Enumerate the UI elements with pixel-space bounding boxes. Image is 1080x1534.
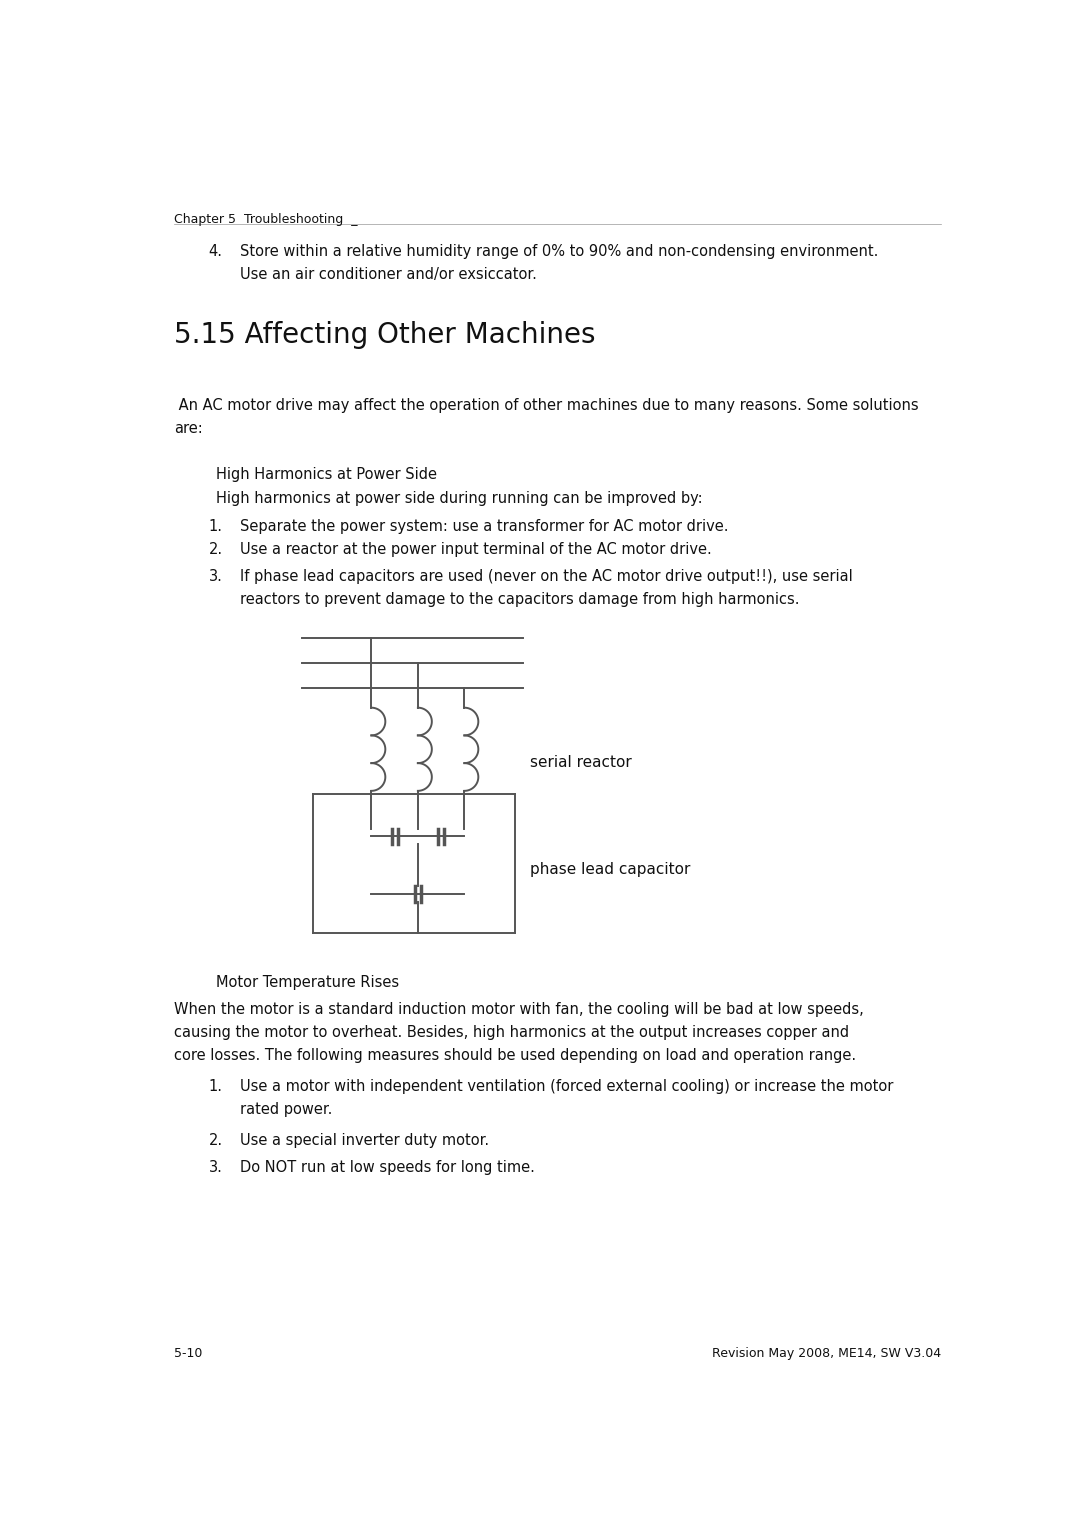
Text: Motor Temperature Rises: Motor Temperature Rises	[216, 976, 400, 989]
Text: When the motor is a standard induction motor with fan, the cooling will be bad a: When the motor is a standard induction m…	[174, 1002, 864, 1017]
Text: phase lead capacitor: phase lead capacitor	[530, 862, 690, 876]
Text: are:: are:	[174, 422, 203, 436]
Text: Use a special inverter duty motor.: Use a special inverter duty motor.	[240, 1132, 489, 1147]
Text: Use a reactor at the power input terminal of the AC motor drive.: Use a reactor at the power input termina…	[240, 542, 712, 557]
Text: Store within a relative humidity range of 0% to 90% and non-condensing environme: Store within a relative humidity range o…	[240, 244, 878, 259]
Text: 2.: 2.	[208, 1132, 222, 1147]
Text: Separate the power system: use a transformer for AC motor drive.: Separate the power system: use a transfo…	[240, 518, 728, 534]
Text: 4.: 4.	[208, 244, 222, 259]
Text: High harmonics at power side during running can be improved by:: High harmonics at power side during runn…	[216, 491, 703, 506]
Text: If phase lead capacitors are used (never on the AC motor drive output!!), use se: If phase lead capacitors are used (never…	[240, 569, 852, 584]
Text: serial reactor: serial reactor	[530, 755, 632, 770]
Text: rated power.: rated power.	[240, 1101, 332, 1117]
Text: An AC motor drive may affect the operation of other machines due to many reasons: An AC motor drive may affect the operati…	[174, 399, 918, 413]
Text: causing the motor to overheat. Besides, high harmonics at the output increases c: causing the motor to overheat. Besides, …	[174, 1025, 849, 1040]
Text: Use an air conditioner and/or exsiccator.: Use an air conditioner and/or exsiccator…	[240, 267, 537, 282]
Text: core losses. The following measures should be used depending on load and operati: core losses. The following measures shou…	[174, 1048, 855, 1063]
Text: 3.: 3.	[208, 569, 222, 584]
Text: Chapter 5  Troubleshooting  _: Chapter 5 Troubleshooting _	[174, 213, 357, 227]
Text: Revision May 2008, ME14, SW V3.04: Revision May 2008, ME14, SW V3.04	[712, 1347, 941, 1359]
Text: reactors to prevent damage to the capacitors damage from high harmonics.: reactors to prevent damage to the capaci…	[240, 592, 799, 607]
Text: 2.: 2.	[208, 542, 222, 557]
Text: 3.: 3.	[208, 1160, 222, 1175]
Text: 1.: 1.	[208, 518, 222, 534]
Text: 1.: 1.	[208, 1078, 222, 1094]
Text: High Harmonics at Power Side: High Harmonics at Power Side	[216, 468, 437, 482]
Text: 5-10: 5-10	[174, 1347, 202, 1359]
Text: 5.15 Affecting Other Machines: 5.15 Affecting Other Machines	[174, 321, 595, 350]
Text: Use a motor with independent ventilation (forced external cooling) or increase t: Use a motor with independent ventilation…	[240, 1078, 893, 1094]
Text: Do NOT run at low speeds for long time.: Do NOT run at low speeds for long time.	[240, 1160, 535, 1175]
